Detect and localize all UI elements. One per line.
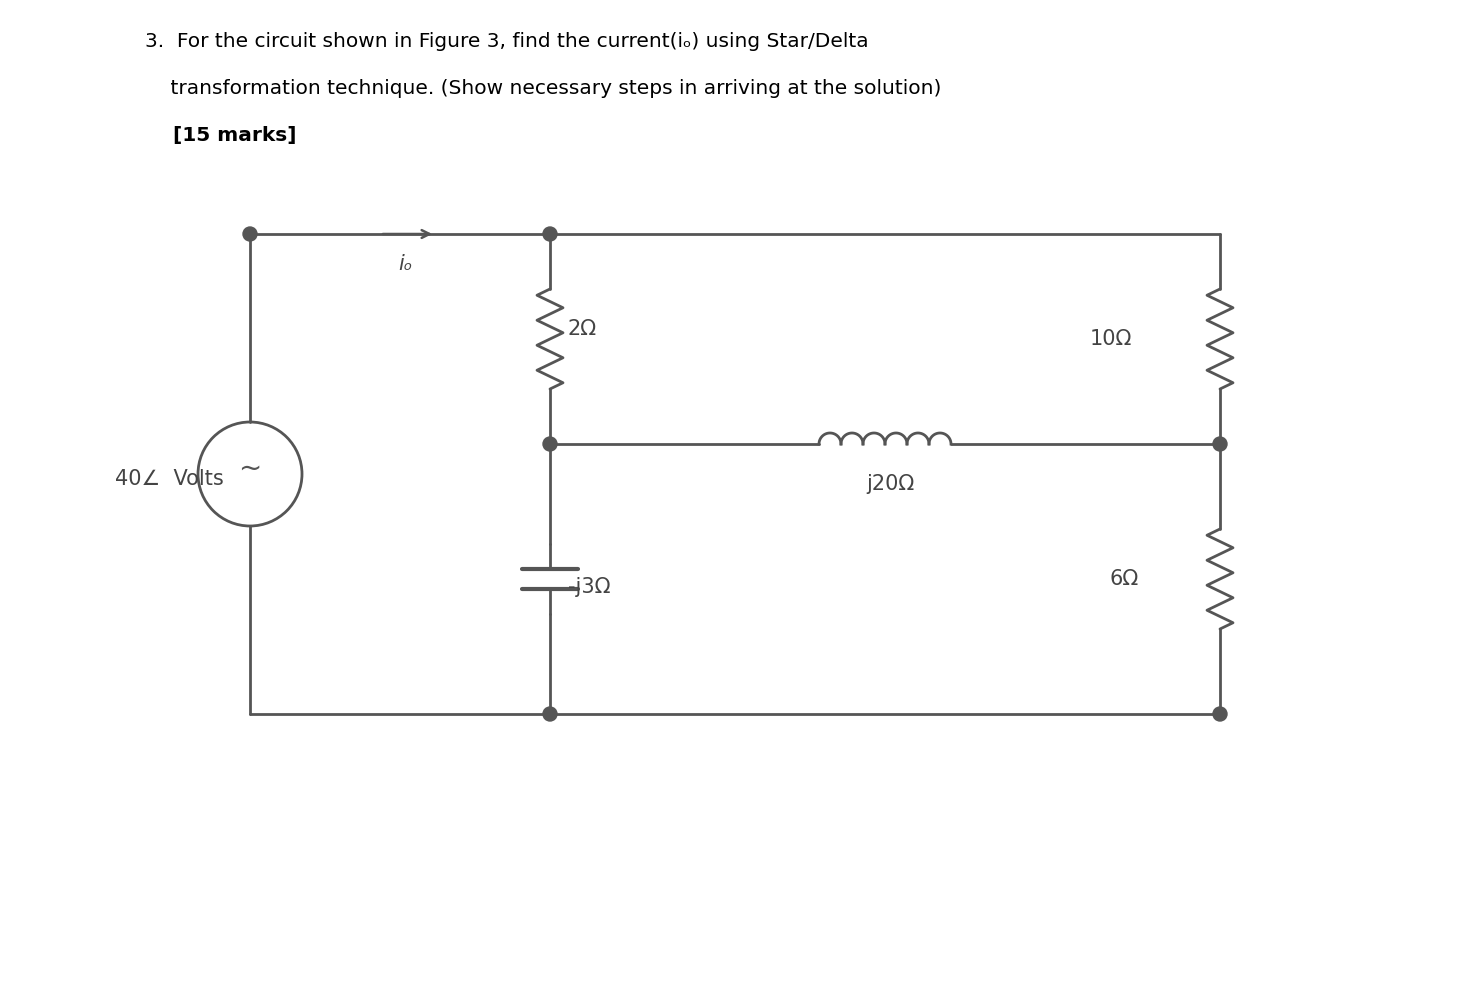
Text: transformation technique. (Show necessary steps in arriving at the solution): transformation technique. (Show necessar… — [145, 79, 941, 98]
Circle shape — [543, 227, 556, 241]
Circle shape — [1214, 707, 1227, 721]
Circle shape — [243, 227, 258, 241]
Text: -j3Ω: -j3Ω — [568, 577, 610, 597]
Circle shape — [543, 707, 556, 721]
Circle shape — [1214, 437, 1227, 451]
Text: j20Ω: j20Ω — [865, 474, 914, 494]
Text: ~: ~ — [239, 455, 262, 483]
Text: 10Ω: 10Ω — [1091, 329, 1132, 349]
Text: 3.  For the circuit shown in Figure 3, find the current(iₒ) using Star/Delta: 3. For the circuit shown in Figure 3, fi… — [145, 32, 868, 51]
Text: [15 marks]: [15 marks] — [145, 126, 297, 145]
Circle shape — [543, 437, 556, 451]
Text: 40∠  Volts: 40∠ Volts — [116, 469, 224, 489]
Text: 2Ω: 2Ω — [568, 319, 597, 339]
Text: 6Ω: 6Ω — [1110, 569, 1139, 589]
Text: iₒ: iₒ — [398, 254, 413, 274]
